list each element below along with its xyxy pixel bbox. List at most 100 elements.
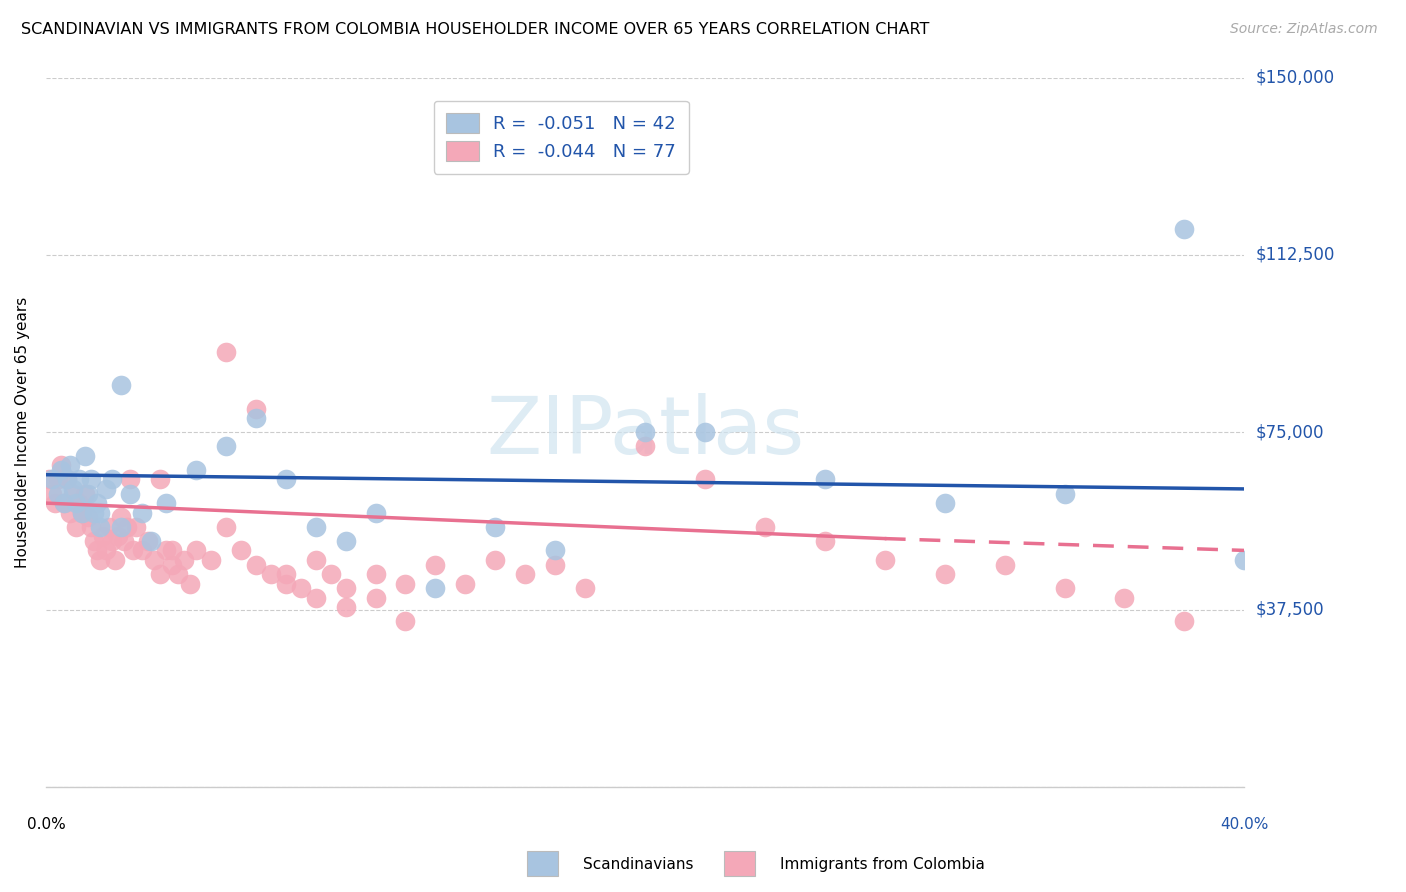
Point [229,543,252,558]
Point [89,553,111,567]
Point [118,486,141,500]
Point [38,473,60,487]
Point [142,553,165,567]
Point [62,482,84,496]
Point [215,439,238,453]
Point [1053,581,1076,595]
Text: Scandinavians: Scandinavians [583,857,695,872]
Point [335,600,357,615]
Point [484,553,506,567]
Point [634,425,657,440]
Point [160,543,183,558]
Point [83,506,105,520]
Point [52,496,75,510]
Text: $37,500: $37,500 [1256,600,1324,618]
Point [173,553,195,567]
Point [304,591,326,605]
Point [304,520,326,534]
Point [77,510,100,524]
Point [1053,486,1076,500]
Point [59,458,82,473]
Point [52,496,75,510]
Point [118,473,141,487]
Point [59,506,82,520]
Point [814,473,837,487]
Point [73,449,96,463]
Point [131,506,153,520]
Point [86,496,108,510]
Point [290,581,312,595]
Point [125,520,148,534]
Point [304,553,326,567]
Point [934,567,956,582]
Point [245,558,267,572]
Point [873,553,896,567]
Point [1173,615,1195,629]
Point [200,553,222,567]
Point [364,567,387,582]
Point [110,510,132,524]
Point [70,506,93,520]
Point [574,581,596,595]
Point [634,439,657,453]
Point [49,463,72,477]
Point [56,473,79,487]
Point [394,615,416,629]
Text: 0.0%: 0.0% [27,817,65,832]
Bar [527,851,558,876]
Text: $75,000: $75,000 [1256,423,1324,442]
Point [110,377,132,392]
Point [994,558,1017,572]
Point [65,520,87,534]
Point [184,543,207,558]
Point [215,520,238,534]
Point [97,520,120,534]
Point [80,520,103,534]
Point [89,506,111,520]
Point [83,533,105,548]
Point [44,496,66,510]
Y-axis label: Householder Income Over 65 years: Householder Income Over 65 years [15,296,30,568]
Point [70,506,93,520]
Point [49,458,72,473]
Point [274,473,297,487]
Point [65,496,87,510]
Point [693,473,716,487]
Point [46,486,69,500]
Point [179,576,201,591]
Point [41,486,63,500]
Point [139,533,162,548]
Point [131,543,153,558]
Point [425,581,447,595]
Point [101,473,124,487]
Point [274,576,297,591]
Point [184,463,207,477]
Point [73,486,96,500]
Point [56,473,79,487]
Point [160,558,183,572]
Point [335,533,357,548]
Point [245,411,267,425]
Point [77,486,100,500]
Point [86,543,108,558]
Point [94,482,117,496]
Point [259,567,281,582]
Point [89,520,111,534]
Point [544,543,567,558]
Point [112,533,135,548]
Point [41,473,63,487]
Point [107,529,129,543]
Point [80,473,103,487]
Text: $150,000: $150,000 [1256,69,1334,87]
Point [110,520,132,534]
Point [155,543,177,558]
Point [1173,222,1195,236]
Point [67,496,90,510]
Point [754,520,776,534]
Point [364,591,387,605]
Point [245,401,267,416]
Point [454,576,477,591]
Point [67,473,90,487]
Point [394,576,416,591]
Point [1114,591,1136,605]
